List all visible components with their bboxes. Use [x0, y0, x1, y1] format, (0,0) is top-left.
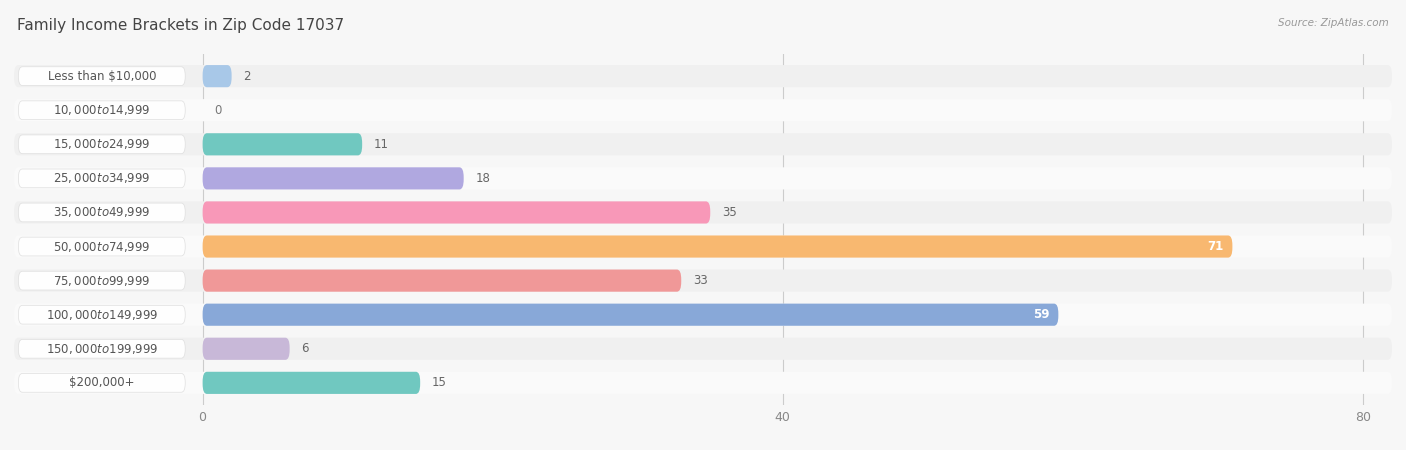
FancyBboxPatch shape — [14, 133, 1392, 155]
FancyBboxPatch shape — [14, 372, 1392, 394]
FancyBboxPatch shape — [202, 304, 1059, 326]
Text: $50,000 to $74,999: $50,000 to $74,999 — [53, 239, 150, 253]
FancyBboxPatch shape — [14, 167, 1392, 189]
FancyBboxPatch shape — [202, 133, 363, 155]
FancyBboxPatch shape — [18, 135, 186, 154]
Text: $150,000 to $199,999: $150,000 to $199,999 — [45, 342, 157, 356]
FancyBboxPatch shape — [202, 338, 290, 360]
Text: 71: 71 — [1208, 240, 1223, 253]
FancyBboxPatch shape — [18, 374, 186, 392]
Text: $35,000 to $49,999: $35,000 to $49,999 — [53, 206, 150, 220]
Text: $100,000 to $149,999: $100,000 to $149,999 — [45, 308, 157, 322]
Text: 33: 33 — [693, 274, 707, 287]
Text: 6: 6 — [301, 342, 309, 355]
FancyBboxPatch shape — [14, 270, 1392, 292]
FancyBboxPatch shape — [14, 99, 1392, 122]
FancyBboxPatch shape — [18, 101, 186, 120]
Text: 2: 2 — [243, 70, 250, 83]
Text: $200,000+: $200,000+ — [69, 376, 135, 389]
FancyBboxPatch shape — [202, 202, 710, 224]
Text: 18: 18 — [475, 172, 491, 185]
FancyBboxPatch shape — [18, 203, 186, 222]
Text: 0: 0 — [214, 104, 222, 117]
FancyBboxPatch shape — [202, 270, 682, 292]
Text: Source: ZipAtlas.com: Source: ZipAtlas.com — [1278, 18, 1389, 28]
FancyBboxPatch shape — [14, 65, 1392, 87]
FancyBboxPatch shape — [18, 67, 186, 86]
FancyBboxPatch shape — [14, 235, 1392, 257]
Text: 35: 35 — [721, 206, 737, 219]
FancyBboxPatch shape — [14, 338, 1392, 360]
Text: 59: 59 — [1033, 308, 1050, 321]
FancyBboxPatch shape — [18, 169, 186, 188]
FancyBboxPatch shape — [14, 304, 1392, 326]
Text: Less than $10,000: Less than $10,000 — [48, 70, 156, 83]
FancyBboxPatch shape — [202, 235, 1233, 257]
Text: $75,000 to $99,999: $75,000 to $99,999 — [53, 274, 150, 288]
Text: $10,000 to $14,999: $10,000 to $14,999 — [53, 103, 150, 117]
FancyBboxPatch shape — [202, 167, 464, 189]
FancyBboxPatch shape — [18, 237, 186, 256]
FancyBboxPatch shape — [202, 372, 420, 394]
Text: Family Income Brackets in Zip Code 17037: Family Income Brackets in Zip Code 17037 — [17, 18, 344, 33]
Text: $15,000 to $24,999: $15,000 to $24,999 — [53, 137, 150, 151]
Text: 15: 15 — [432, 376, 447, 389]
FancyBboxPatch shape — [18, 339, 186, 358]
FancyBboxPatch shape — [14, 202, 1392, 224]
FancyBboxPatch shape — [202, 65, 232, 87]
FancyBboxPatch shape — [18, 305, 186, 324]
Text: 11: 11 — [374, 138, 389, 151]
FancyBboxPatch shape — [18, 271, 186, 290]
Text: $25,000 to $34,999: $25,000 to $34,999 — [53, 171, 150, 185]
